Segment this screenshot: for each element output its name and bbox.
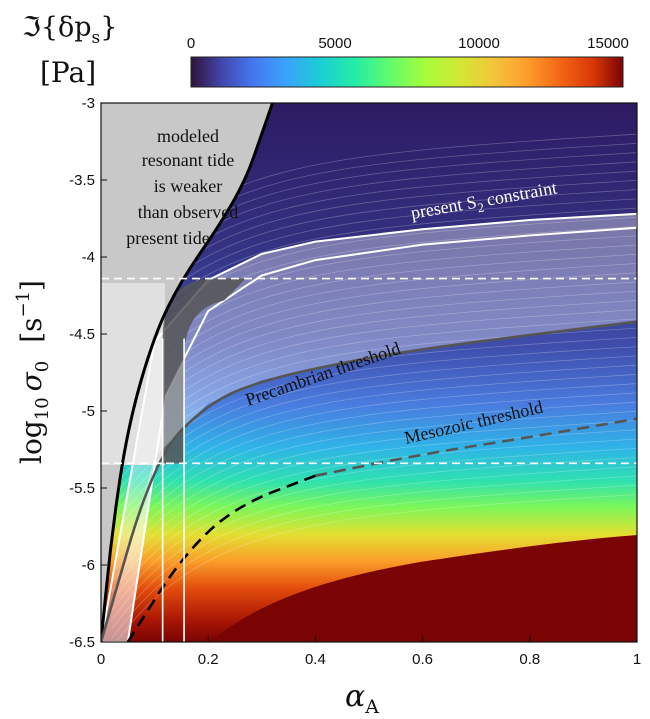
contour-line [111,364,637,519]
x-tick-label: 0.8 [519,651,540,668]
contour-line [111,272,637,426]
colorbar-tick: 15000 [587,35,629,52]
colorbar-unit: [Pa] [40,56,96,89]
contour-line [111,309,637,463]
contour-line [111,420,637,574]
precambrian-threshold-line [101,320,637,642]
weak-region-label-5: present tide [126,228,209,248]
y-tick-label: -5 [82,403,95,420]
y-tick-label: -3 [82,95,95,112]
weak-tide-boundary [101,103,274,642]
y-axis: -3 -3.5 -4 -4.5 -5 -5.5 -6 -6.5 [69,95,107,651]
contour-line [111,318,637,472]
x-tick-label: 0 [97,651,105,668]
contour-line [111,300,637,454]
colorbar: 0 5000 10000 15000 ℑ{δps} [Pa] [22,12,629,89]
plot-frame [100,102,638,643]
colorbar-title: ℑ{δps} [22,12,117,48]
s2-constraint-band [101,212,637,642]
heatmap-field [101,103,637,642]
y-tick-label: -4 [82,249,95,266]
colorbar-tick: 5000 [318,35,351,52]
weak-tide-region [101,103,273,642]
y-tick-label: -6.5 [69,634,95,651]
contour-line [111,263,637,417]
y-tick-label: -4.5 [69,326,95,343]
weak-region-label-1: modeled [157,126,219,146]
contour-line [115,494,637,642]
contour-line [111,457,637,611]
y-tick-label: -3.5 [69,172,95,189]
weak-region-label-3: is weaker [154,176,222,196]
y-axis-label: log10σ0[s−1] [13,280,53,464]
contour-line [111,281,637,436]
contour-line [111,401,637,556]
mesozoic-threshold-line-strong [126,474,316,642]
colorbar-tick: 10000 [458,35,500,52]
contour-line [111,355,637,509]
precambrian-zone [101,227,637,642]
contour-line [111,447,637,602]
contour-line [111,392,637,546]
mesozoic-threshold-line [315,417,637,477]
colorbar-tick: 0 [187,35,195,52]
x-tick-label: 0.4 [305,651,326,668]
contour-line [111,466,637,620]
x-tick-label: 0.2 [198,651,219,668]
weak-region-label-2: resonant tide [142,150,234,170]
y-tick-label: -5.5 [69,480,95,497]
x-axis-label: αA [345,679,379,718]
contour-line [111,410,637,565]
colorbar-gradient [190,56,624,88]
contour-line [111,438,637,593]
x-tick-label: 0.6 [412,651,433,668]
x-axis: 0 0.2 0.4 0.6 0.8 1 [97,636,641,668]
weak-region-label-4: than observed [138,202,238,222]
y-tick-label: -6 [82,557,95,574]
contour-line [111,290,637,445]
contour-line [111,373,637,528]
contour-line [111,484,637,639]
x-tick-label: 1 [633,651,641,668]
